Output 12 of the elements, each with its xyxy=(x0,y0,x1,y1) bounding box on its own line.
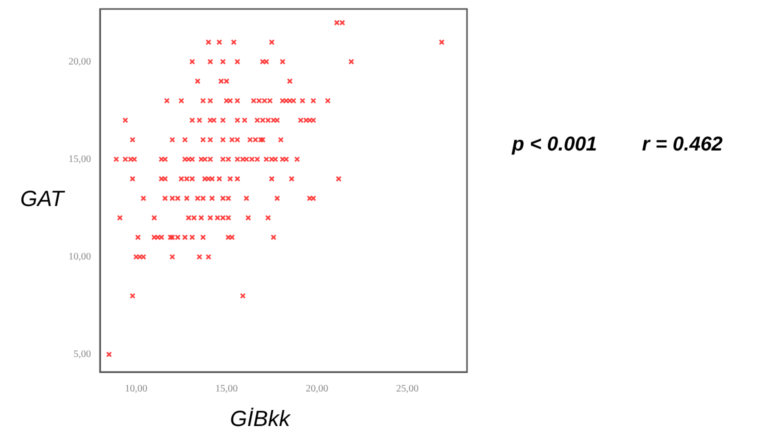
x-tick-label: 15,00 xyxy=(215,384,238,395)
y-tick-label: 15,00 xyxy=(68,154,91,165)
x-tick-label: 20,00 xyxy=(306,384,328,395)
y-tick-label: 10,00 xyxy=(68,251,91,262)
x-tick-label: 25,00 xyxy=(396,384,419,395)
x-axis-title: GİBkk xyxy=(230,406,291,432)
y-tick-label: 20,00 xyxy=(68,56,91,68)
text: r = 0.462 xyxy=(642,134,723,156)
text: p < 0.001 xyxy=(511,134,598,156)
y-tick-label: 5,00 xyxy=(74,349,91,360)
x-tick-label: 10,00 xyxy=(124,384,148,395)
y-axis-title: GAT xyxy=(20,186,66,212)
